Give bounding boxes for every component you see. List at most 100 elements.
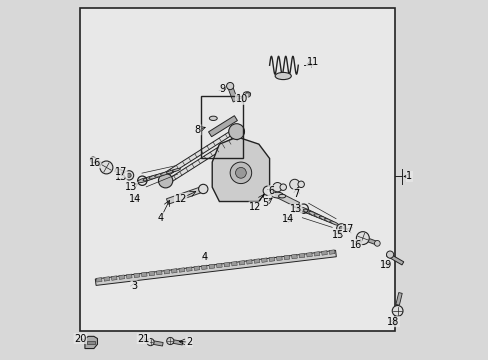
- Polygon shape: [208, 264, 214, 269]
- Circle shape: [198, 184, 207, 194]
- Text: 17: 17: [342, 225, 354, 234]
- Polygon shape: [253, 259, 259, 263]
- Text: 14: 14: [129, 194, 142, 204]
- Text: 13: 13: [289, 204, 301, 215]
- Polygon shape: [208, 116, 237, 137]
- Polygon shape: [134, 273, 139, 278]
- Polygon shape: [313, 252, 319, 256]
- Polygon shape: [321, 251, 326, 255]
- Ellipse shape: [137, 177, 151, 183]
- Polygon shape: [171, 269, 177, 273]
- Polygon shape: [156, 270, 162, 275]
- Circle shape: [124, 171, 133, 180]
- Bar: [80, 8, 394, 330]
- Polygon shape: [119, 275, 124, 279]
- Polygon shape: [161, 129, 236, 179]
- Polygon shape: [276, 256, 282, 261]
- Text: 16: 16: [89, 158, 101, 168]
- Circle shape: [230, 162, 251, 184]
- Circle shape: [126, 173, 131, 177]
- Polygon shape: [150, 340, 163, 346]
- Circle shape: [226, 82, 233, 90]
- Circle shape: [336, 224, 346, 233]
- Circle shape: [374, 240, 380, 246]
- Circle shape: [263, 186, 272, 195]
- Polygon shape: [268, 188, 299, 208]
- Text: 11: 11: [306, 57, 318, 67]
- Text: 15: 15: [331, 230, 344, 239]
- Ellipse shape: [308, 212, 321, 218]
- Polygon shape: [216, 263, 222, 268]
- Text: 3: 3: [131, 281, 137, 291]
- Text: 12: 12: [248, 202, 261, 212]
- Polygon shape: [239, 261, 244, 265]
- Polygon shape: [141, 272, 147, 277]
- Polygon shape: [169, 339, 183, 345]
- Polygon shape: [261, 258, 267, 262]
- Circle shape: [100, 161, 113, 174]
- Polygon shape: [111, 276, 117, 280]
- Polygon shape: [306, 252, 312, 257]
- Circle shape: [339, 226, 343, 230]
- Ellipse shape: [148, 174, 161, 179]
- Polygon shape: [92, 158, 102, 166]
- Text: 4: 4: [158, 213, 163, 222]
- Polygon shape: [149, 271, 154, 276]
- Circle shape: [289, 179, 299, 189]
- Polygon shape: [115, 168, 124, 175]
- Polygon shape: [367, 239, 377, 245]
- Polygon shape: [386, 253, 403, 265]
- Ellipse shape: [275, 72, 291, 80]
- Text: 2: 2: [186, 337, 192, 347]
- Polygon shape: [179, 268, 184, 272]
- Text: 4: 4: [202, 252, 208, 262]
- Text: 14: 14: [282, 215, 294, 224]
- Polygon shape: [299, 253, 304, 258]
- Circle shape: [235, 167, 246, 178]
- Polygon shape: [328, 250, 334, 254]
- Circle shape: [166, 337, 174, 345]
- Polygon shape: [103, 277, 109, 281]
- Circle shape: [245, 92, 250, 97]
- Polygon shape: [227, 86, 237, 102]
- Polygon shape: [164, 135, 240, 185]
- Circle shape: [272, 183, 282, 192]
- Text: 9: 9: [219, 84, 225, 94]
- Polygon shape: [95, 250, 336, 285]
- Polygon shape: [246, 260, 252, 264]
- Polygon shape: [126, 274, 132, 279]
- Text: 19: 19: [379, 260, 391, 270]
- Ellipse shape: [298, 207, 312, 214]
- Ellipse shape: [319, 216, 329, 221]
- Circle shape: [391, 306, 402, 316]
- Polygon shape: [231, 261, 237, 266]
- Text: 13: 13: [125, 182, 138, 192]
- Text: 12: 12: [174, 194, 186, 204]
- Text: 7: 7: [293, 189, 299, 199]
- Ellipse shape: [271, 192, 283, 198]
- Circle shape: [280, 184, 286, 190]
- Polygon shape: [85, 336, 97, 348]
- Circle shape: [90, 157, 96, 163]
- Polygon shape: [163, 270, 169, 274]
- Polygon shape: [201, 265, 207, 270]
- Text: 17: 17: [114, 167, 127, 177]
- Polygon shape: [268, 257, 274, 261]
- Ellipse shape: [278, 194, 285, 198]
- Polygon shape: [186, 267, 192, 271]
- Circle shape: [386, 251, 393, 258]
- Polygon shape: [395, 293, 402, 305]
- Ellipse shape: [160, 171, 170, 175]
- Circle shape: [158, 174, 172, 188]
- Circle shape: [297, 181, 304, 188]
- Circle shape: [356, 231, 368, 244]
- Ellipse shape: [243, 92, 250, 96]
- Ellipse shape: [143, 176, 156, 181]
- Text: 5: 5: [262, 198, 268, 208]
- Text: 21: 21: [137, 333, 149, 343]
- Text: 20: 20: [74, 333, 86, 343]
- Ellipse shape: [324, 219, 333, 223]
- Ellipse shape: [154, 173, 165, 177]
- Text: 15: 15: [114, 172, 127, 182]
- Polygon shape: [224, 262, 229, 267]
